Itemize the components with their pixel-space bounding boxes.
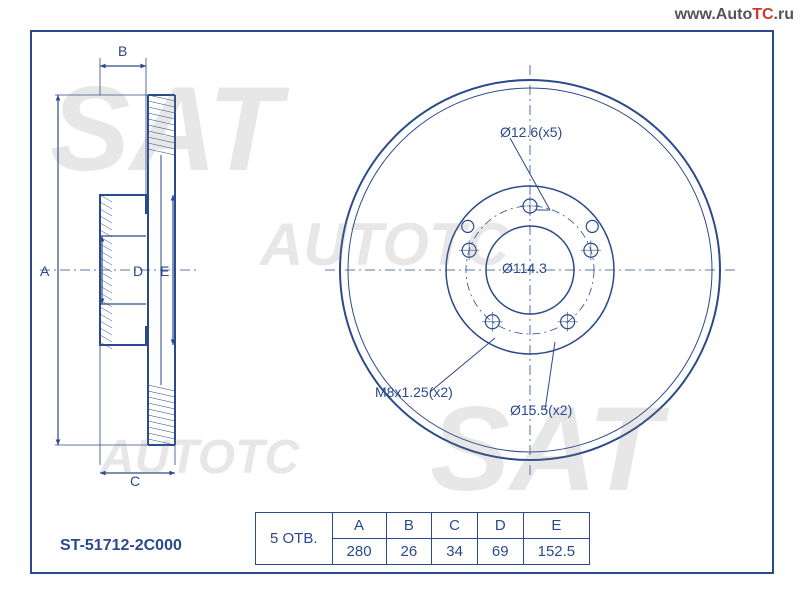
dim-label-E: E [160, 263, 169, 279]
url-suffix: .ru [774, 6, 794, 23]
col-C: C [432, 513, 478, 539]
col-D: D [477, 513, 523, 539]
dim-label-B: B [118, 43, 127, 59]
dim-label-A: A [40, 263, 49, 279]
source-url: www.AutoTC.ru [675, 6, 794, 24]
val-B: 26 [386, 539, 432, 565]
col-B: B [386, 513, 432, 539]
val-A: 280 [332, 539, 386, 565]
val-E: 152.5 [523, 539, 590, 565]
dim-label-D: D [133, 263, 143, 279]
callout-center-bore: Ø114.3 [502, 260, 547, 276]
val-D: 69 [477, 539, 523, 565]
col-E: E [523, 513, 590, 539]
part-number: ST-51712-2C000 [60, 537, 182, 555]
drawing-frame [30, 30, 774, 574]
url-mid: TC [752, 6, 773, 23]
val-C: 34 [432, 539, 478, 565]
hole-count: 5 ОТВ. [256, 513, 333, 565]
url-prefix: www.Auto [675, 6, 753, 23]
col-A: A [332, 513, 386, 539]
dim-label-C: C [130, 473, 140, 489]
dimension-table: 5 ОТВ. A B C D E 280 26 34 69 152.5 [255, 512, 590, 565]
callout-thread: M8x1.25(x2) [375, 384, 453, 400]
callout-bolt-holes: Ø12.6(x5) [500, 124, 562, 140]
callout-small-holes: Ø15.5(x2) [510, 402, 572, 418]
